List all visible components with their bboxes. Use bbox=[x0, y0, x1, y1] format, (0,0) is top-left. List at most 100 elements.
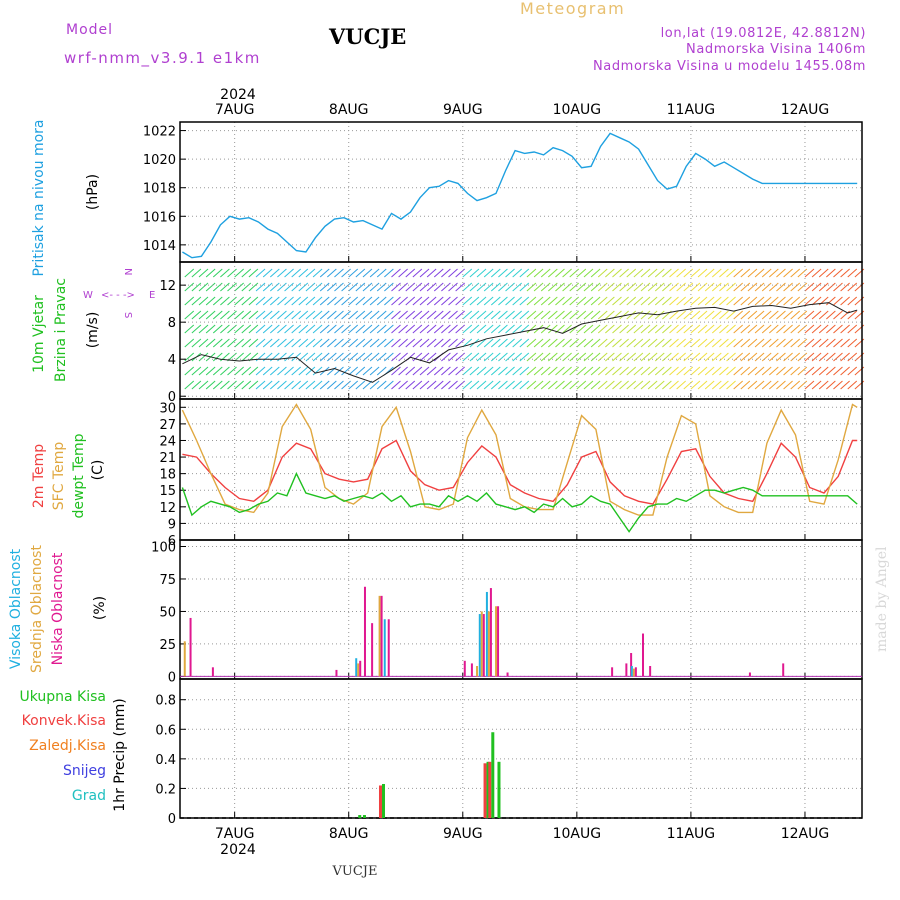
wind-barb bbox=[398, 310, 408, 320]
wind-barb bbox=[761, 268, 772, 278]
wind-barb bbox=[505, 268, 515, 278]
y-tick-label: 6 bbox=[168, 534, 176, 549]
y-tick-label: 24 bbox=[159, 434, 176, 449]
wind-barb bbox=[776, 282, 786, 292]
wind-barb bbox=[547, 268, 558, 278]
wind-barb bbox=[312, 324, 323, 334]
wind-barb bbox=[797, 366, 808, 376]
wind-barb bbox=[626, 380, 637, 390]
wind-barb bbox=[319, 352, 330, 362]
wind-barb bbox=[704, 310, 715, 320]
wind-barb bbox=[562, 366, 572, 376]
wind-barb bbox=[376, 310, 387, 320]
compass-indicator: W N E S <- - -> bbox=[83, 268, 155, 318]
wind-barb bbox=[605, 366, 615, 376]
wind-barb bbox=[790, 366, 801, 376]
wind-barb bbox=[262, 380, 273, 390]
wind-barb bbox=[212, 324, 223, 334]
wind-barb bbox=[384, 324, 394, 334]
wind-barb bbox=[540, 380, 551, 390]
wind-barb bbox=[391, 268, 401, 278]
lonlat-text: lon,lat (19.0812E, 42.8812N) bbox=[661, 26, 866, 41]
wind-barb bbox=[341, 268, 351, 278]
wind-barb bbox=[505, 310, 515, 320]
wind-barb bbox=[754, 352, 765, 362]
wind-barb bbox=[612, 338, 622, 348]
wind-barb bbox=[419, 380, 430, 390]
wind-barb bbox=[826, 352, 836, 362]
wind-barb bbox=[826, 268, 836, 278]
wind-barb bbox=[547, 352, 558, 362]
sfctemp-label: SFC Temp bbox=[51, 442, 67, 511]
wind-barb bbox=[291, 366, 302, 376]
wind-barb bbox=[704, 324, 715, 334]
wind-barb bbox=[490, 338, 501, 348]
wind-barb bbox=[804, 380, 815, 390]
wind-barb bbox=[583, 352, 594, 362]
wind-barb bbox=[241, 268, 252, 278]
wind-barb bbox=[797, 282, 808, 292]
wind-barb bbox=[341, 324, 351, 334]
wind-barb bbox=[804, 310, 815, 320]
total-rain-bar bbox=[358, 815, 362, 818]
wind-barb bbox=[455, 324, 465, 334]
wind-barb bbox=[212, 338, 223, 348]
wind-barb bbox=[341, 338, 351, 348]
wind-barb bbox=[212, 282, 223, 292]
wind-barb bbox=[690, 310, 701, 320]
wind-barb bbox=[654, 366, 665, 376]
meteogram-title: Meteogram bbox=[520, 0, 625, 18]
low-cloud-bar bbox=[630, 653, 633, 677]
wind-barb bbox=[241, 310, 252, 320]
low-cloud-bar bbox=[189, 617, 192, 677]
wind-barb bbox=[697, 380, 708, 390]
wind-barb bbox=[433, 310, 444, 320]
wind-barb bbox=[576, 352, 587, 362]
wind-barb bbox=[205, 282, 216, 292]
wind-barb bbox=[476, 366, 487, 376]
wind-barb bbox=[697, 352, 708, 362]
wind-barb bbox=[662, 268, 672, 278]
wind-barb bbox=[362, 338, 373, 348]
wind-barb bbox=[555, 352, 565, 362]
wind-barb bbox=[248, 324, 259, 334]
wind-barb bbox=[576, 310, 587, 320]
wind-barb bbox=[505, 380, 515, 390]
wind-barb bbox=[455, 268, 465, 278]
y-tick-label: 0.6 bbox=[155, 723, 176, 738]
wind-barb bbox=[847, 268, 858, 278]
wind-barb bbox=[205, 338, 216, 348]
wind-barb bbox=[441, 338, 451, 348]
wind-barb bbox=[633, 366, 644, 376]
wind-barb bbox=[840, 352, 850, 362]
wind-barb bbox=[697, 282, 708, 292]
wind-barb bbox=[519, 296, 530, 306]
wind-barb bbox=[740, 366, 751, 376]
temp-unit: (C) bbox=[90, 460, 106, 481]
y-tick-label: 0.8 bbox=[155, 694, 176, 709]
wind-barb bbox=[284, 282, 294, 292]
wind-barb bbox=[269, 268, 280, 278]
wind-barb bbox=[547, 282, 558, 292]
wind-barb bbox=[305, 380, 316, 390]
wind-barb bbox=[391, 366, 401, 376]
date-label-bottom: 8AUG bbox=[329, 826, 369, 842]
wind-barb bbox=[490, 366, 501, 376]
wind-barb bbox=[768, 380, 779, 390]
wind-barb bbox=[840, 296, 850, 306]
wind-barb bbox=[426, 380, 437, 390]
wind-barb bbox=[719, 324, 729, 334]
wind-barb bbox=[355, 296, 366, 306]
wind-barb bbox=[605, 268, 615, 278]
wind-barb bbox=[654, 352, 665, 362]
wind-barb bbox=[448, 310, 458, 320]
wind-barb bbox=[583, 338, 594, 348]
wind-barb bbox=[683, 352, 694, 362]
wind-barb bbox=[761, 310, 772, 320]
wind-barb bbox=[441, 352, 451, 362]
wind-barb bbox=[662, 380, 672, 390]
wind-barb bbox=[298, 380, 309, 390]
wind-barb bbox=[198, 310, 209, 320]
wind-barb bbox=[334, 282, 344, 292]
wind-barb bbox=[726, 366, 736, 376]
